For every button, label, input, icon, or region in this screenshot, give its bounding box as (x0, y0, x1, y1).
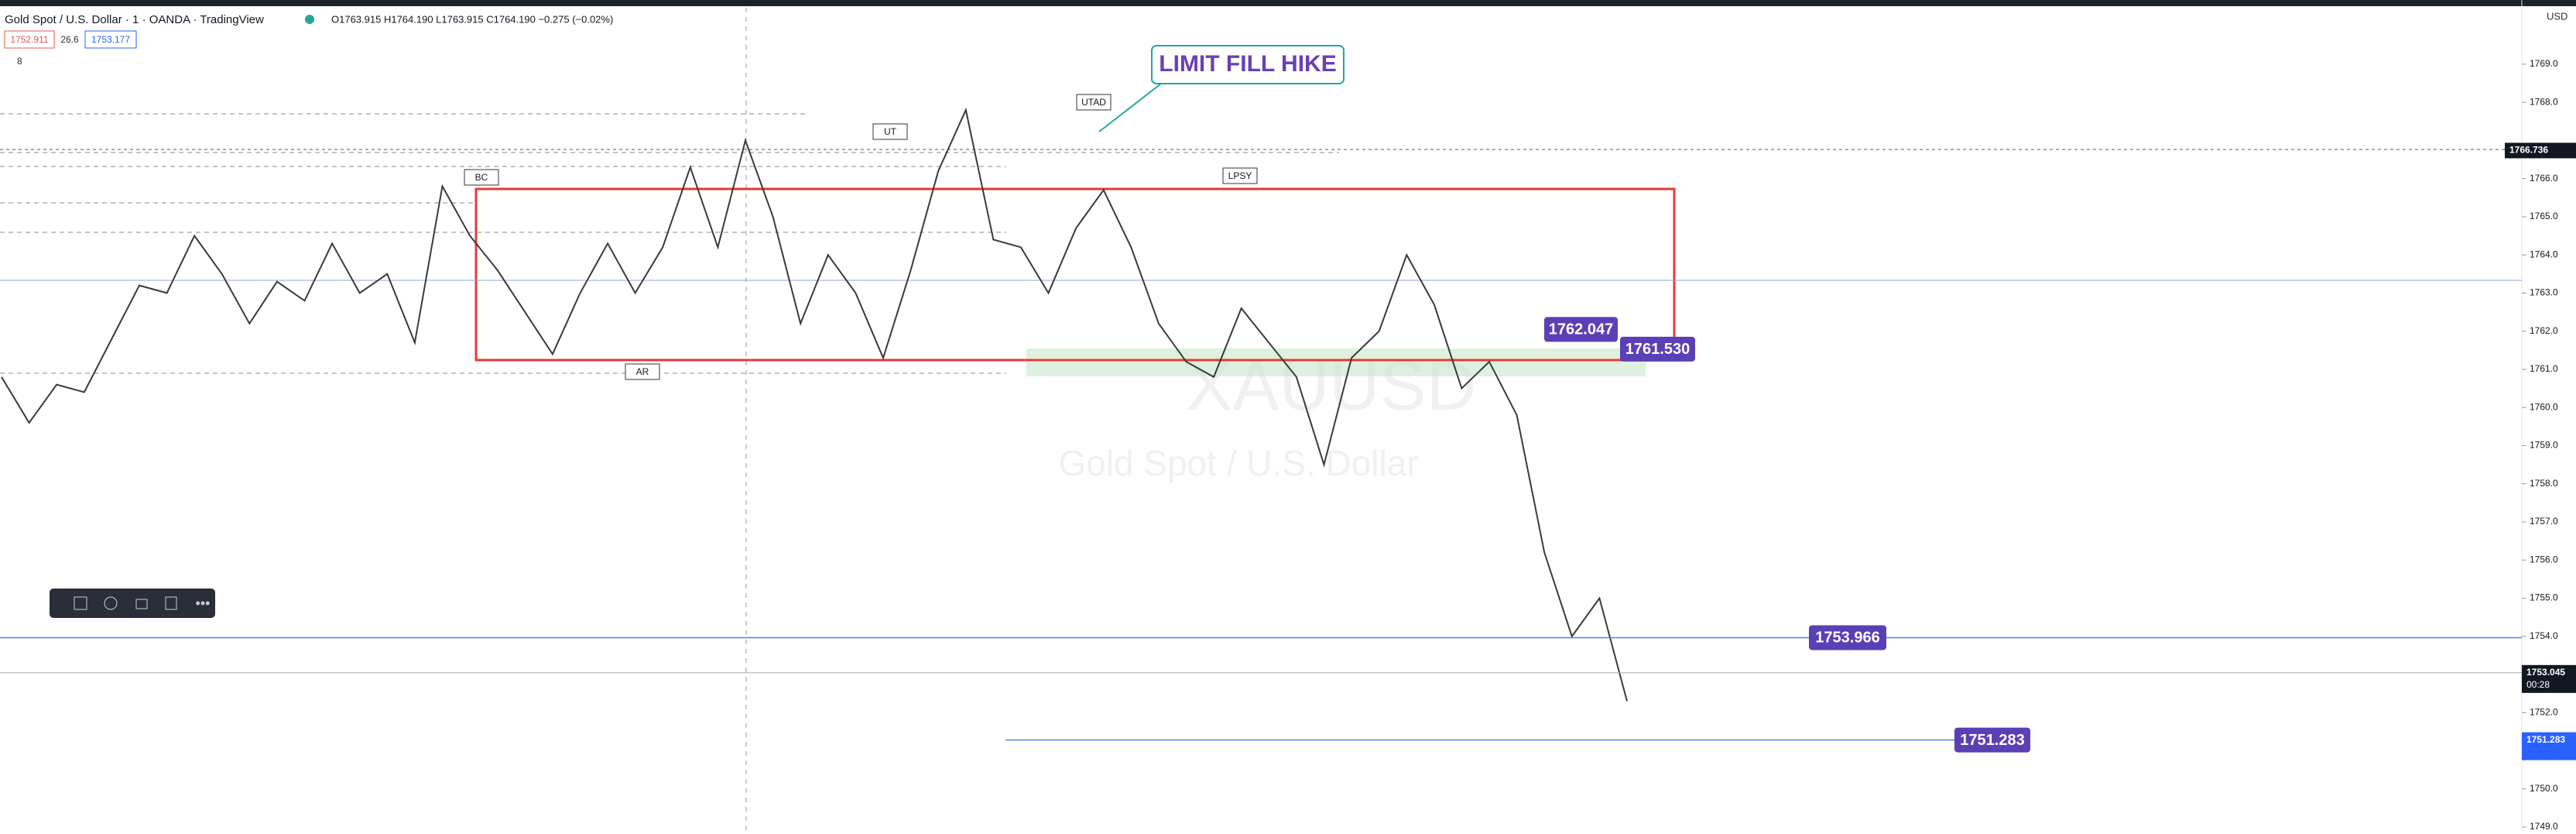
y-tick-label: 1765.0 (2530, 211, 2558, 221)
y-tick-label: 1769.0 (2530, 58, 2558, 69)
indicators-count[interactable]: 8 (17, 56, 22, 67)
ask: 1753.177 (91, 34, 130, 45)
level-label-box (1809, 625, 1886, 650)
watermark-name: Gold Spot / U.S. Dollar (1058, 443, 1418, 483)
callout-box (1151, 45, 1345, 84)
level-label-box (1954, 727, 2030, 753)
y-tick-label: 1750.0 (2530, 783, 2558, 794)
axis-price-label: 1766.736 (2509, 145, 2548, 156)
y-tick-label: 1754.0 (2530, 630, 2558, 641)
axis-price-label: 1751.283 (2526, 734, 2565, 745)
annotation-box (872, 123, 908, 140)
toolbar-template[interactable] (74, 596, 87, 610)
demand-zone (1026, 348, 1646, 376)
top-bar (0, 0, 2576, 6)
annotation-box (464, 169, 499, 186)
sell-button[interactable] (4, 30, 55, 49)
level-label: 1751.283 (1960, 732, 2024, 749)
y-tick-label: 1764.0 (2530, 249, 2558, 259)
drawing-toolbar (50, 589, 215, 618)
toolbar-delete[interactable] (165, 596, 177, 610)
y-tick-label: 1768.0 (2530, 96, 2558, 107)
y-tick-label: 1757.0 (2530, 516, 2558, 527)
level-label: 1753.966 (1815, 630, 1879, 647)
level-label: 1761.530 (1625, 341, 1690, 358)
y-tick-label: 1752.0 (2530, 706, 2558, 717)
annotation-box (625, 363, 660, 380)
annotation-label: AR (636, 366, 649, 377)
annotation-label: LPSY (1228, 170, 1252, 181)
annotation-label: BC (475, 172, 488, 183)
y-tick-label: 1762.0 (2530, 325, 2558, 336)
annotation-label: UT (884, 126, 897, 137)
y-tick-label: 1756.0 (2530, 554, 2558, 565)
market-status (305, 15, 314, 24)
level-label-box (1620, 336, 1695, 362)
toolbar-lock[interactable] (135, 599, 148, 609)
ohlc: O1763.915 H1764.190 L1763.915 C1764.190 … (331, 13, 613, 25)
y-tick-label: 1761.0 (2530, 363, 2558, 374)
countdown: 00:28 (2526, 679, 2550, 690)
buy-button[interactable] (84, 30, 137, 49)
price-line (1, 107, 1628, 702)
y-tick-label: 1758.0 (2530, 478, 2558, 489)
toolbar-settings[interactable] (104, 596, 118, 610)
callout-pointer (1098, 83, 1162, 132)
level-label: 1762.047 (1549, 321, 1613, 338)
y-tick-label: 1763.0 (2530, 287, 2558, 298)
callout-text: LIMIT FILL HIKE (1159, 51, 1336, 77)
currency[interactable]: USD (2547, 10, 2567, 22)
annotation-label: UTAD (1081, 97, 1106, 108)
level-label-box (1544, 317, 1618, 342)
y-tick-label: 1755.0 (2530, 592, 2558, 603)
symbol-title: Gold Spot / U.S. Dollar · 1 · OANDA · Tr… (5, 13, 264, 26)
spread: 26.6 (60, 34, 79, 45)
toolbar-more[interactable]: ••• (196, 595, 211, 611)
y-tick-label: 1766.0 (2530, 173, 2558, 184)
annotation-box (1222, 167, 1258, 184)
y-tick-label: 1760.0 (2530, 401, 2558, 412)
annotation-box (1076, 94, 1112, 111)
axis-price-box (2522, 732, 2576, 760)
bid: 1752.911 (10, 34, 48, 45)
axis-price-box (2522, 664, 2576, 693)
axis-price-label: 1753.045 (2526, 667, 2565, 678)
y-tick-label: 1759.0 (2530, 440, 2558, 451)
range-box (474, 187, 1676, 362)
axis-price-box (2505, 142, 2576, 159)
y-tick-label: 1749.0 (2530, 821, 2558, 830)
